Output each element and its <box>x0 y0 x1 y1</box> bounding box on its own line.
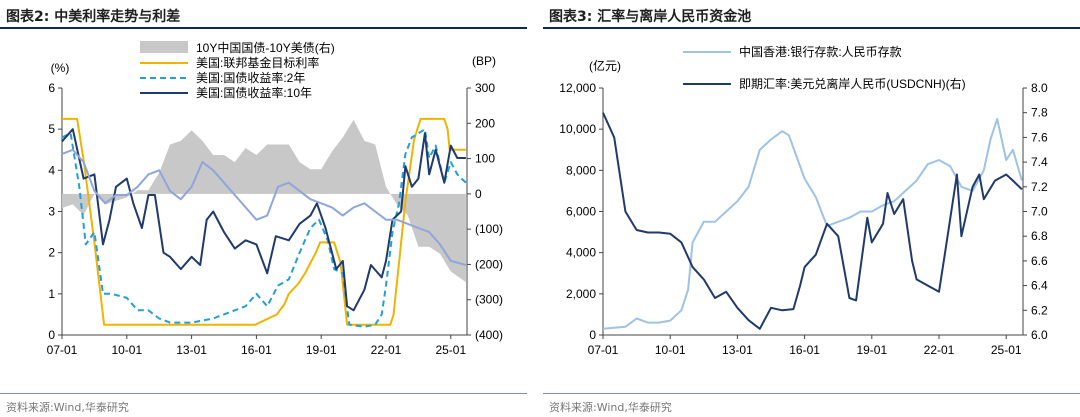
left-tick-label: 6 <box>48 81 55 95</box>
left-tick-label: 8,000 <box>566 163 596 177</box>
left-tick-label: 12,000 <box>559 81 596 95</box>
series-line-2 <box>61 128 467 328</box>
right-tick-label: 7.0 <box>1031 205 1048 219</box>
x-tick-label: 16-01 <box>241 343 272 357</box>
chart-panel-2: 图表3: 汇率与离岸人民币资金池 0 2,000 4,000 6,000 8,000 10… <box>543 0 1080 417</box>
series-line-4 <box>61 148 467 266</box>
x-tick-label: 19-01 <box>306 343 337 357</box>
left-tick-label: 10,000 <box>559 122 596 136</box>
right-tick-label: (100) <box>475 222 503 236</box>
legend-label: 10Y中国国债-10Y美债(右) <box>196 40 335 55</box>
x-tick-label: 19-01 <box>856 343 887 357</box>
right-axis-unit: (BP) <box>472 54 496 68</box>
title-rule <box>0 27 527 29</box>
left-tick-label: 0 <box>48 328 55 342</box>
left-axis-unit: (亿元) <box>589 58 621 73</box>
chart-title: 图表3: 汇率与离岸人民币资金池 <box>549 9 752 25</box>
left-tick-label: 5 <box>48 122 55 136</box>
right-tick-label: 200 <box>475 116 495 130</box>
legend-label: 美国:国债收益率:10年 <box>196 85 312 100</box>
x-tick-label: 22-01 <box>924 343 955 357</box>
right-tick-label: 300 <box>475 81 495 95</box>
right-tick-label: 7.6 <box>1031 130 1048 144</box>
chart-svg-1: 0 1 2 3 4 5 6 (400) (300) (200) (100) 0 100 200 300 07-… <box>47 40 503 357</box>
right-tick-label: 6.6 <box>1031 254 1048 268</box>
x-tick-label: 13-01 <box>722 343 753 357</box>
legend-label: 即期汇率:美元兑离岸人民币(USDCNH)(右) <box>739 76 966 91</box>
right-tick-label: (400) <box>475 328 503 342</box>
left-tick-label: 2,000 <box>566 287 596 301</box>
x-tick-label: 25-01 <box>435 343 466 357</box>
left-tick-label: 4,000 <box>566 246 596 260</box>
chart-svg-2: 0 2,000 4,000 6,000 8,000 10,000 12,000 6.0 6.2 6… <box>559 44 1048 357</box>
right-tick-label: 100 <box>475 152 495 166</box>
right-tick-label: 6.2 <box>1031 303 1048 317</box>
chart-title: 图表2: 中美利率走势与利差 <box>6 9 181 25</box>
chart-source: 资料来源:Wind,华泰研究 <box>6 401 129 414</box>
right-tick-label: 7.4 <box>1031 155 1048 169</box>
right-tick-label: 0 <box>475 187 482 201</box>
chart-source: 资料来源:Wind,华泰研究 <box>549 401 672 414</box>
chart-panel-1: 图表2: 中美利率走势与利差 0 1 2 3 4 5 6 (400) (300) (200) (10… <box>0 0 527 417</box>
right-tick-label: 6.4 <box>1031 279 1048 293</box>
left-axis-unit: (%) <box>51 61 70 75</box>
right-tick-label: (200) <box>475 257 503 271</box>
title-rule <box>543 27 1080 29</box>
series-line-1 <box>62 117 466 326</box>
left-tick-label: 1 <box>48 287 55 301</box>
footer-rule <box>0 393 527 394</box>
x-tick-label: 22-01 <box>371 343 402 357</box>
x-tick-label: 10-01 <box>655 343 686 357</box>
footer-rule <box>543 393 1080 394</box>
legend-label: 中国香港:银行存款:人民币存款 <box>739 44 902 59</box>
x-tick-label: 16-01 <box>789 343 820 357</box>
legend-label: 美国:联邦基金目标利率 <box>196 55 319 70</box>
left-tick-label: 2 <box>48 246 55 260</box>
left-tick-label: 4 <box>48 163 55 177</box>
x-tick-label: 13-01 <box>176 343 207 357</box>
right-tick-label: 6.0 <box>1031 328 1048 342</box>
series-line-0 <box>602 117 1023 330</box>
legend-swatch <box>140 41 188 53</box>
x-tick-label: 25-01 <box>991 343 1022 357</box>
left-tick-label: 0 <box>589 328 596 342</box>
right-tick-label: 7.2 <box>1031 180 1048 194</box>
x-tick-label: 10-01 <box>111 343 142 357</box>
series-line-1 <box>602 112 1023 330</box>
right-tick-label: (300) <box>475 293 503 307</box>
left-tick-label: 6,000 <box>566 205 596 219</box>
right-tick-label: 6.8 <box>1031 229 1048 243</box>
series-line-3 <box>61 128 466 312</box>
left-tick-label: 3 <box>48 205 55 219</box>
x-tick-label: 07-01 <box>47 343 78 357</box>
legend-label: 美国:国债收益率:2年 <box>196 70 305 85</box>
right-tick-label: 8.0 <box>1031 81 1048 95</box>
right-tick-label: 7.8 <box>1031 106 1048 120</box>
series-area-spread <box>62 119 466 283</box>
x-tick-label: 07-01 <box>588 343 619 357</box>
